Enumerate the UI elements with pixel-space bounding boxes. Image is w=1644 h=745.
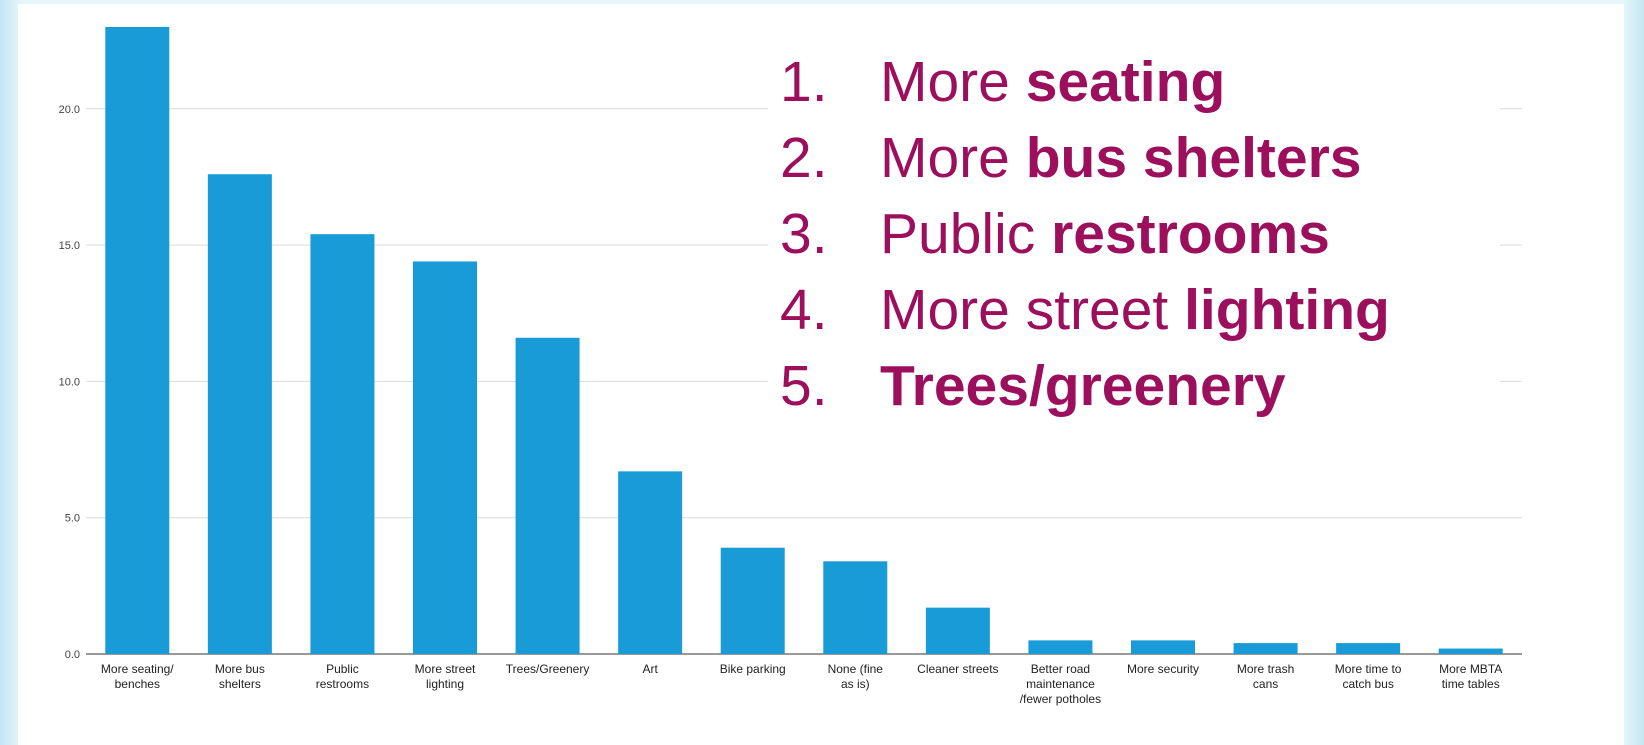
x-tick-label: Cleaner streets xyxy=(917,662,998,676)
bar xyxy=(823,561,888,654)
ranking-bold-term: bus shelters xyxy=(1025,126,1362,190)
x-tick-label-line: cans xyxy=(1253,677,1278,691)
bar xyxy=(618,471,683,654)
ranking-number: 3. xyxy=(780,202,828,266)
ranking-bold-term: Trees/greenery xyxy=(880,354,1286,418)
x-tick-label-line: time tables xyxy=(1442,677,1500,691)
x-tick-label: More MBTA time tables xyxy=(1439,662,1502,691)
ranking-prefix: More xyxy=(880,126,1026,190)
y-tick-label: 15.0 xyxy=(59,240,80,252)
y-tick-label: 0.0 xyxy=(65,649,80,661)
ranking-bold-term: lighting xyxy=(1184,278,1390,342)
x-tick-label-line: None (fine xyxy=(828,662,884,676)
chart-panel: 0.0 5.0 10.0 15.0 20.0 More seating/benches Mo… xyxy=(18,4,1624,745)
ranking-list: 1. More seating 2. More bus shelters 3. … xyxy=(768,44,1500,424)
x-tick-label-line: More seating/ xyxy=(101,662,174,676)
bar xyxy=(925,607,990,654)
ranking-prefix: More street xyxy=(880,278,1185,342)
bar xyxy=(1438,648,1503,654)
x-tick-label-line: Trees/Greenery xyxy=(506,662,590,676)
y-tick-label: 20.0 xyxy=(59,104,80,116)
y-tick-label: 10.0 xyxy=(59,376,80,388)
x-tick-label: Bike parking xyxy=(720,662,786,676)
bar xyxy=(515,337,580,654)
ranking-number: 2. xyxy=(780,126,828,190)
x-tick-label-line: Bike parking xyxy=(720,662,786,676)
bar xyxy=(413,261,477,654)
x-tick-label-line: Public xyxy=(326,662,359,676)
x-tick-label-line: shelters xyxy=(219,677,261,691)
x-tick-label-line: More security xyxy=(1127,662,1199,676)
x-tick-label-line: Cleaner streets xyxy=(917,662,998,676)
x-tick-label-line: Better road xyxy=(1031,662,1090,676)
ranking-item-3: 3. Public restrooms xyxy=(780,196,1500,272)
x-tick-label: More bus shelters xyxy=(215,662,265,691)
x-tick-label: More time to catch bus xyxy=(1335,662,1402,691)
ranking-prefix: More xyxy=(880,50,1026,114)
x-tick-label: None (fine as is) xyxy=(828,662,884,691)
ranking-item-5: 5. Trees/greenery xyxy=(780,348,1500,424)
x-tick-label-line: /fewer potholes xyxy=(1020,692,1101,706)
ranking-number: 1. xyxy=(780,50,828,114)
ranking-bold-term: restrooms xyxy=(1051,202,1330,266)
ranking-item-4: 4. More street lighting xyxy=(780,272,1500,348)
bar xyxy=(1028,640,1093,654)
bar xyxy=(207,174,272,655)
x-tick-label-line: catch bus xyxy=(1342,677,1393,691)
x-tick-label: Art xyxy=(642,662,658,676)
bar xyxy=(1131,640,1195,654)
x-tick-label-line: benches xyxy=(115,677,160,691)
ranking-item-2: 2. More bus shelters xyxy=(780,120,1500,196)
ranking-number: 5. xyxy=(780,354,828,418)
bar xyxy=(310,234,375,654)
x-tick-label-line: More time to xyxy=(1335,662,1402,676)
bar xyxy=(1233,643,1298,654)
y-tick-label: 5.0 xyxy=(65,513,80,525)
x-tick-label-line: maintenance xyxy=(1026,677,1095,691)
x-tick-label: More seating/benches xyxy=(101,662,174,691)
x-tick-label: More street lighting xyxy=(415,662,476,691)
x-tick-label-line: Art xyxy=(642,662,658,676)
x-tick-label: More security xyxy=(1127,662,1199,676)
bar xyxy=(720,547,785,654)
ranking-item-1: 1. More seating xyxy=(780,44,1500,120)
x-tick-label: Public restrooms xyxy=(316,662,369,691)
x-tick-label-line: More MBTA xyxy=(1439,662,1502,676)
x-tick-label-line: More trash xyxy=(1237,662,1294,676)
x-tick-label: Better road maintenance/fewer potholes xyxy=(1020,662,1101,706)
x-tick-label-line: More street xyxy=(415,662,476,676)
x-tick-label-line: lighting xyxy=(426,677,464,691)
x-tick-label: More trash cans xyxy=(1237,662,1294,691)
x-tick-label-line: restrooms xyxy=(316,677,369,691)
bar xyxy=(105,27,170,654)
ranking-prefix: Public xyxy=(880,202,1052,266)
bar xyxy=(1336,643,1401,654)
x-tick-label-line: as is) xyxy=(841,677,870,691)
ranking-number: 4. xyxy=(780,278,828,342)
x-tick-label-line: More bus xyxy=(215,662,265,676)
ranking-bold-term: seating xyxy=(1025,50,1226,114)
x-tick-label: Trees/Greenery xyxy=(506,662,590,676)
